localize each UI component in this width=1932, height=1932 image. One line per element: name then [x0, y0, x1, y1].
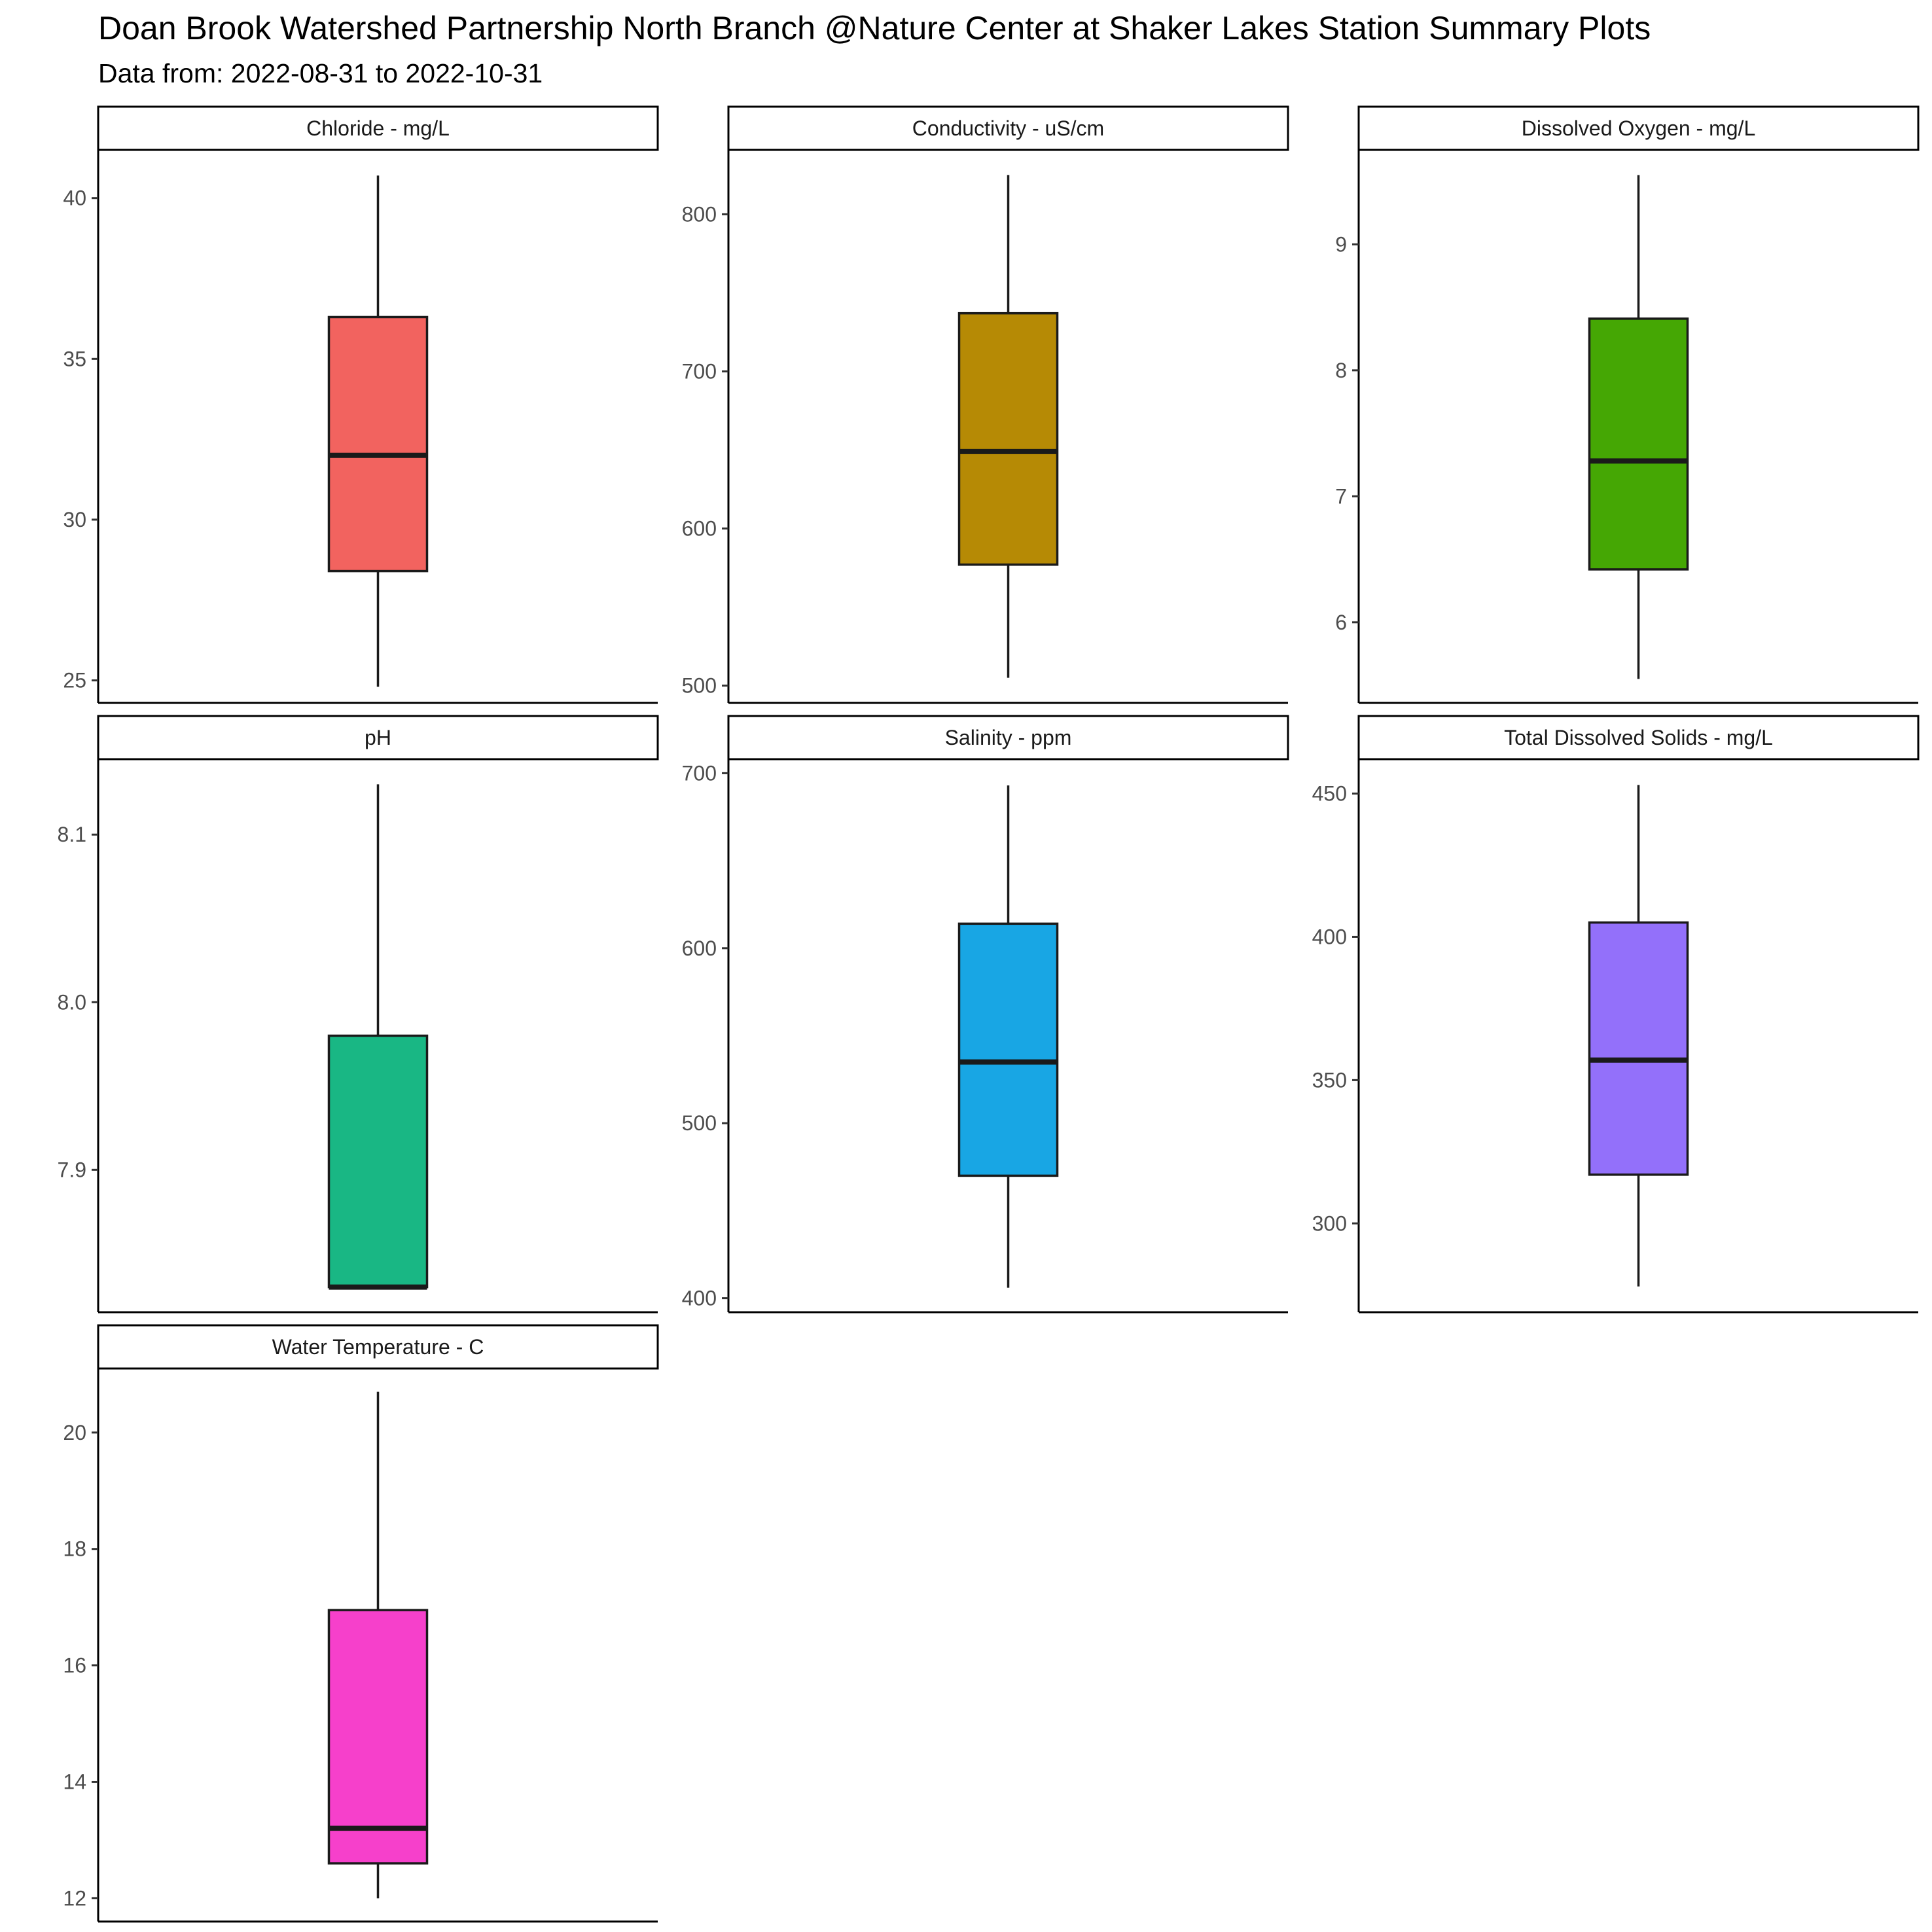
y-tick-label: 30 — [63, 508, 86, 531]
facet-strip — [727, 715, 1289, 760]
y-tick-label: 600 — [682, 517, 717, 541]
y-tick-label: 500 — [682, 674, 717, 698]
y-tick-label: 9 — [1335, 232, 1347, 256]
iqr-box — [1588, 921, 1689, 1176]
y-tick-label: 8 — [1335, 359, 1347, 382]
y-tick-label: 7 — [1335, 484, 1347, 508]
y-tick-label: 700 — [682, 359, 717, 383]
facet-strip — [97, 715, 659, 760]
facet-strip-label: Dissolved Oxygen - mg/L — [1522, 116, 1755, 140]
y-tick-label: 40 — [63, 187, 86, 210]
iqr-box — [957, 312, 1059, 566]
iqr-box — [327, 1034, 429, 1289]
y-tick-label: 6 — [1335, 611, 1347, 634]
y-tick-label: 14 — [63, 1770, 86, 1794]
iqr-box — [327, 315, 429, 573]
facet-strip — [1357, 105, 1920, 151]
facet-strip — [97, 1324, 659, 1370]
y-tick-label: 300 — [1312, 1211, 1347, 1235]
iqr-box — [957, 922, 1059, 1177]
y-tick-label: 20 — [63, 1421, 86, 1444]
y-tick-label: 8.1 — [58, 823, 86, 846]
y-tick-label: 16 — [63, 1654, 86, 1677]
y-tick-label: 350 — [1312, 1068, 1347, 1092]
facet-strip — [1357, 715, 1920, 760]
y-tick-label: 500 — [682, 1111, 717, 1135]
facet-strip-label: Salinity - ppm — [945, 726, 1072, 749]
facet-strip-label: Water Temperature - C — [272, 1335, 484, 1359]
iqr-box — [1588, 317, 1689, 571]
y-tick-label: 7.9 — [58, 1158, 86, 1181]
y-tick-label: 600 — [682, 937, 717, 960]
facet-strip-label: pH — [365, 726, 391, 749]
facet-strip — [727, 105, 1289, 151]
y-tick-label: 18 — [63, 1537, 86, 1561]
y-tick-label: 35 — [63, 347, 86, 370]
y-tick-label: 8.0 — [58, 990, 86, 1014]
facet-strip-label: Total Dissolved Solids - mg/L — [1504, 726, 1773, 749]
facet-strip — [97, 105, 659, 151]
facet-strip-label: Conductivity - uS/cm — [912, 116, 1104, 140]
y-tick-label: 400 — [682, 1287, 717, 1310]
y-tick-label: 450 — [1312, 782, 1347, 806]
facet-strip-label: Chloride - mg/L — [306, 116, 450, 140]
iqr-box — [327, 1609, 429, 1865]
y-tick-label: 25 — [63, 669, 86, 692]
y-tick-label: 800 — [682, 202, 717, 226]
y-tick-label: 700 — [682, 761, 717, 785]
chart-title: Doan Brook Watershed Partnership North B… — [98, 10, 1651, 46]
y-tick-label: 12 — [63, 1886, 86, 1910]
y-tick-label: 400 — [1312, 925, 1347, 948]
chart-subtitle: Data from: 2022-08-31 to 2022-10-31 — [98, 58, 543, 88]
